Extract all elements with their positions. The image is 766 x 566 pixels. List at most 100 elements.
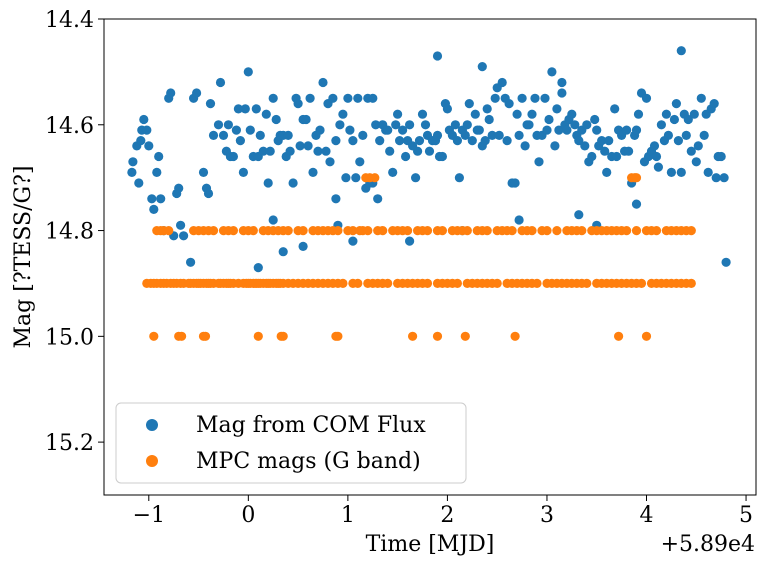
data-point [368, 93, 378, 103]
data-point [420, 120, 431, 130]
data-point [154, 151, 164, 162]
data-point [520, 141, 530, 151]
data-point [709, 99, 719, 109]
data-point [373, 194, 383, 204]
data-point [328, 93, 338, 103]
data-point [711, 173, 721, 183]
data-point [398, 125, 408, 135]
data-point [265, 146, 275, 156]
data-point [510, 178, 520, 188]
data-point [482, 104, 492, 114]
data-point [673, 136, 684, 146]
y-tick-label: 14.6 [45, 114, 94, 139]
data-point [385, 146, 395, 156]
data-point [401, 151, 411, 162]
data-point [693, 141, 703, 151]
data-point [497, 77, 507, 88]
data-point [450, 120, 460, 130]
data-point [524, 120, 534, 130]
data-point [542, 125, 552, 135]
data-points [127, 46, 731, 341]
data-point [174, 183, 184, 193]
data-point [417, 109, 428, 119]
data-point [631, 125, 642, 135]
data-point [338, 278, 348, 288]
data-point [507, 226, 517, 236]
data-point [235, 136, 245, 146]
data-point [147, 194, 157, 204]
data-point [253, 263, 263, 273]
data-point [570, 120, 580, 130]
data-point [139, 114, 149, 125]
data-point [719, 173, 729, 183]
data-point [641, 331, 652, 341]
data-point [353, 278, 363, 288]
data-point [298, 241, 308, 251]
data-point [567, 109, 577, 119]
data-point [671, 99, 682, 109]
data-point [653, 162, 664, 172]
x-axis-title: Time [MJD] [366, 532, 495, 557]
data-point [612, 151, 622, 162]
data-point [295, 141, 305, 151]
legend: Mag from COM Flux MPC mags (G band) [115, 402, 467, 484]
data-point [127, 167, 137, 177]
data-point [460, 130, 470, 140]
data-point [164, 226, 174, 236]
data-point [641, 93, 652, 103]
data-point [454, 173, 464, 183]
x-tick-label: 0 [241, 503, 255, 528]
data-point [651, 151, 662, 162]
data-point [631, 199, 642, 209]
data-point [395, 136, 405, 146]
data-point [186, 257, 196, 267]
data-point [208, 130, 219, 140]
data-point [243, 67, 253, 77]
data-point [552, 226, 562, 236]
data-point [358, 130, 368, 140]
data-point [248, 226, 258, 236]
data-point [144, 141, 154, 151]
data-point [462, 226, 472, 236]
data-point [716, 151, 726, 162]
data-point [345, 125, 355, 135]
data-point [253, 331, 263, 341]
data-point [134, 178, 144, 188]
data-point [278, 247, 288, 257]
data-point [166, 88, 176, 98]
data-point [699, 130, 709, 140]
data-point [610, 104, 620, 114]
data-point [587, 151, 597, 162]
data-point [315, 125, 325, 135]
data-point [333, 331, 343, 341]
data-point [283, 226, 293, 236]
data-point [512, 109, 522, 119]
data-point [474, 125, 484, 135]
data-point [228, 151, 238, 162]
data-point [464, 99, 474, 109]
x-tick-label: 5 [739, 503, 753, 528]
data-point [318, 77, 328, 88]
x-tick-label: 1 [341, 503, 355, 528]
legend-marker-com-flux [146, 419, 158, 431]
data-point [152, 167, 162, 177]
data-point [424, 146, 435, 156]
data-point [514, 215, 524, 225]
data-point [245, 125, 255, 135]
data-point [676, 167, 686, 177]
x-tick-label: 2 [440, 503, 454, 528]
data-point [557, 88, 567, 98]
data-point [452, 278, 462, 288]
data-point [268, 93, 278, 103]
data-point [285, 146, 295, 156]
x-tick-label: −1 [133, 503, 165, 528]
legend-label-mpc-mags: MPC mags (G band) [196, 449, 421, 474]
data-point [321, 146, 331, 156]
data-point [442, 104, 452, 114]
data-point [258, 146, 268, 156]
data-point [261, 109, 271, 119]
data-point [651, 226, 662, 236]
data-point [602, 167, 612, 177]
data-point [614, 331, 624, 341]
series-mpc-mags [142, 173, 696, 341]
